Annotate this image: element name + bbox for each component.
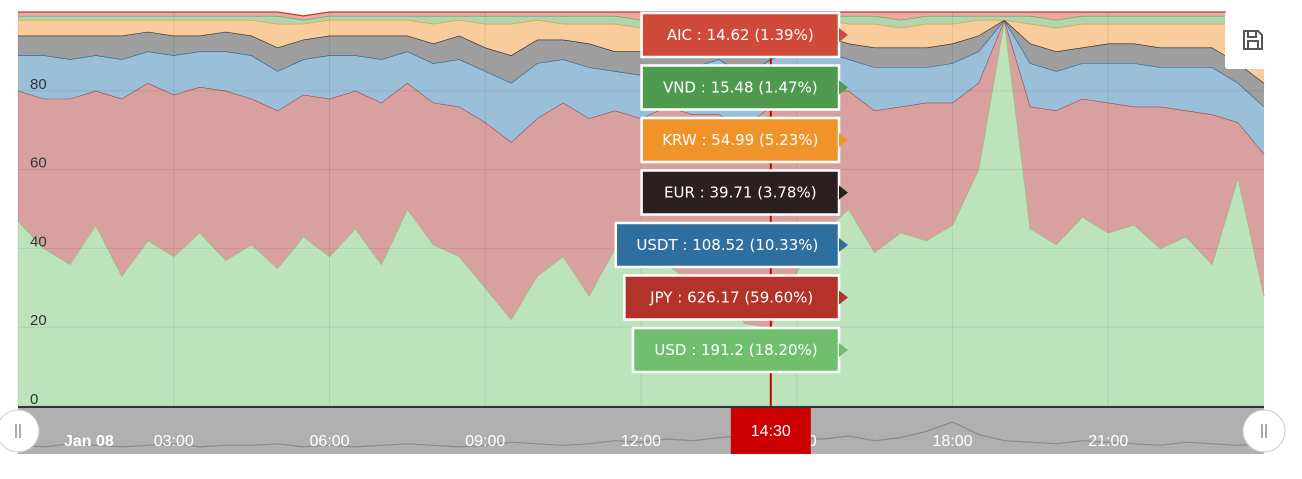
navigator-background: [18, 408, 1264, 454]
svg-text:USDT : 108.52 (10.33%): USDT : 108.52 (10.33%): [636, 236, 818, 254]
navigator-handle-left[interactable]: [0, 409, 40, 453]
x-tick-label: 06:00: [309, 433, 349, 450]
navigator-series: [17, 421, 1265, 448]
area-usd: [18, 19, 1264, 407]
svg-text:KRW : 54.99 (5.23%): KRW : 54.99 (5.23%): [662, 131, 818, 149]
x-tick-label: Jan 08: [64, 433, 114, 450]
x-tick-label: 09:00: [465, 433, 505, 450]
x-tick-label: 12:00: [621, 433, 661, 450]
area-eur: [18, 19, 1264, 107]
tooltip-vnd: VND : 15.48 (1.47%): [640, 64, 848, 111]
y-tick-label: 0: [30, 391, 38, 408]
tooltip-usdt: USDT : 108.52 (10.33%): [614, 221, 848, 269]
navigator[interactable]: [0, 406, 1286, 454]
svg-text:JPY : 626.17 (59.60%): JPY : 626.17 (59.60%): [649, 289, 813, 307]
x-tick-label: 18:00: [932, 433, 972, 450]
save-button[interactable]: [1225, 11, 1281, 69]
floppy-disk-icon: [1243, 30, 1263, 50]
svg-text:VND : 15.48 (1.47%): VND : 15.48 (1.47%): [663, 79, 818, 97]
svg-text:USD : 191.2 (18.20%): USD : 191.2 (18.20%): [654, 341, 817, 359]
y-tick-label: 60: [30, 155, 47, 172]
y-tick-label: 40: [30, 233, 47, 250]
x-tick-label: 03:00: [154, 433, 194, 450]
tooltip-aic: AIC : 14.62 (1.39%): [640, 11, 848, 59]
navigator-handle-right[interactable]: [1242, 409, 1286, 453]
y-axis: 0 20 40 60 80: [30, 76, 47, 408]
svg-text:AIC : 14.62 (1.39%): AIC : 14.62 (1.39%): [667, 26, 814, 44]
x-tick-label: 21:00: [1088, 433, 1128, 450]
crosshair-label: 14:30: [751, 423, 791, 440]
y-tick-label: 80: [30, 76, 47, 93]
tooltip-krw: KRW : 54.99 (5.23%): [640, 116, 848, 164]
crosshair-label-box: [730, 408, 811, 454]
tooltip-eur: EUR : 39.71 (3.78%): [640, 169, 848, 216]
svg-text:EUR : 39.71 (3.78%): EUR : 39.71 (3.78%): [664, 184, 817, 202]
tooltip-stack: AIC : 14.62 (1.39%) VND : 15.48 (1.47%) KR…: [614, 11, 848, 374]
tooltip-usd: USD : 191.2 (18.20%): [631, 326, 848, 374]
y-tick-label: 20: [30, 312, 47, 329]
tooltip-jpy: JPY : 626.17 (59.60%): [623, 274, 848, 321]
